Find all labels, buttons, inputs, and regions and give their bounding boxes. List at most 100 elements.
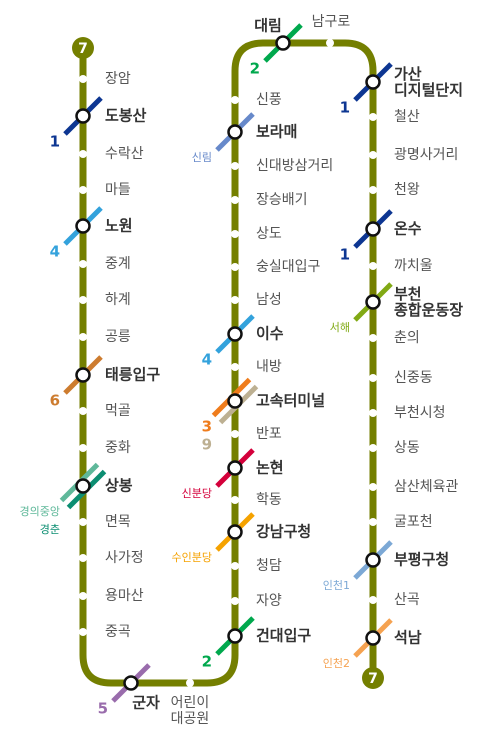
transfer-label: 인천2	[323, 656, 350, 670]
station-name: 군자	[132, 694, 160, 712]
station	[79, 296, 87, 304]
station-name: 용마산	[105, 588, 144, 604]
station	[231, 597, 239, 605]
line-badge-label: 7	[368, 671, 378, 687]
station-name: 중화	[105, 440, 131, 456]
station	[79, 444, 87, 452]
station-name: 장암	[105, 71, 131, 87]
station	[231, 296, 239, 304]
station	[231, 430, 239, 438]
station	[369, 262, 377, 270]
transfer-label: 인천1	[323, 578, 350, 592]
station-name: 사가정	[105, 550, 144, 566]
station-name: 태릉입구	[105, 366, 160, 384]
station	[369, 151, 377, 159]
station-name: 청담	[256, 558, 282, 574]
transfer-station	[227, 124, 243, 140]
transfer-label: 신림	[192, 151, 212, 164]
station	[369, 334, 377, 342]
station	[369, 374, 377, 382]
transfer-label: 서해	[330, 320, 350, 334]
transfer-label: 2	[202, 653, 212, 671]
transfer-station	[365, 630, 381, 646]
station-name: 신풍	[256, 92, 282, 108]
station-name: 고속터미널	[256, 392, 325, 410]
transfer-station	[365, 74, 381, 90]
station	[231, 363, 239, 371]
station-name: 수락산	[105, 146, 144, 162]
station-name: 상도	[256, 226, 282, 242]
station-name: 자양	[256, 593, 282, 609]
station-name: 온수	[394, 220, 422, 238]
station-name: 보라매	[256, 123, 297, 141]
station-name-line: 가산	[394, 65, 422, 83]
station-name: 중곡	[105, 624, 131, 640]
station	[79, 407, 87, 415]
transfer-station	[75, 108, 91, 124]
station-name-line: 대공원	[171, 711, 210, 727]
station	[231, 263, 239, 271]
station	[369, 113, 377, 121]
station-name: 남성	[256, 292, 282, 308]
station-name: 삼산체육관	[394, 479, 459, 495]
station-name: 춘의	[394, 330, 420, 346]
station-name: 산곡	[394, 592, 420, 608]
station-layer: 장암도봉산수락산마들노원중계하계공릉태릉입구먹골중화상봉면목사가정용마산중곡군자…	[75, 14, 463, 727]
transfer-station	[365, 294, 381, 310]
station-name: 숭실대입구	[256, 259, 321, 275]
station-name: 논현	[256, 459, 284, 477]
station-name: 부천 종합운동장	[394, 285, 463, 319]
station-name: 강남구청	[256, 523, 311, 541]
transfer-label: 6	[50, 392, 60, 410]
station-name: 신대방삼거리	[256, 158, 333, 174]
station-name: 장승배기	[256, 192, 308, 208]
station-name: 철산	[394, 109, 420, 125]
transfer-label: 1	[340, 99, 350, 117]
station-name-line: 부천	[394, 285, 422, 303]
station	[79, 333, 87, 341]
station-name: 하계	[105, 292, 131, 308]
station	[231, 230, 239, 238]
station	[369, 596, 377, 604]
station-name: 신중동	[394, 370, 433, 386]
transfer-station	[365, 552, 381, 568]
transfer-station	[75, 478, 91, 494]
line-badge-label: 7	[78, 41, 88, 57]
transfer-label: 5	[98, 700, 108, 718]
station	[186, 679, 194, 687]
station	[79, 75, 87, 83]
transfer-label: 4	[50, 243, 60, 261]
station-name: 남구로	[312, 14, 351, 30]
station	[79, 260, 87, 268]
transfer-label: 9	[202, 436, 212, 454]
transfer-station	[227, 524, 243, 540]
station	[369, 483, 377, 491]
station	[79, 150, 87, 158]
station-name: 이수	[256, 325, 284, 343]
station-name: 부평구청	[394, 551, 449, 569]
station-name: 면목	[105, 514, 131, 530]
station	[231, 196, 239, 204]
transfer-station	[227, 393, 243, 409]
station	[79, 592, 87, 600]
line-badge	[362, 667, 384, 689]
station-name: 노원	[105, 217, 133, 235]
transfer-label: 경의중앙	[20, 505, 60, 518]
transfer-station	[75, 218, 91, 234]
station-name: 내방	[256, 359, 282, 375]
station-name: 도봉산	[105, 107, 147, 125]
station-name: 상봉	[105, 477, 133, 495]
station-name: 공릉	[105, 329, 131, 345]
transfer-label: 4	[202, 351, 212, 369]
station	[231, 162, 239, 170]
station	[231, 562, 239, 570]
station-name: 까치울	[394, 258, 433, 274]
station-name: 건대입구	[256, 627, 311, 645]
transfer-label: 1	[340, 246, 350, 264]
station	[369, 444, 377, 452]
station	[231, 96, 239, 104]
transfer-label: 신분당	[182, 487, 212, 500]
line-badge	[72, 37, 94, 59]
